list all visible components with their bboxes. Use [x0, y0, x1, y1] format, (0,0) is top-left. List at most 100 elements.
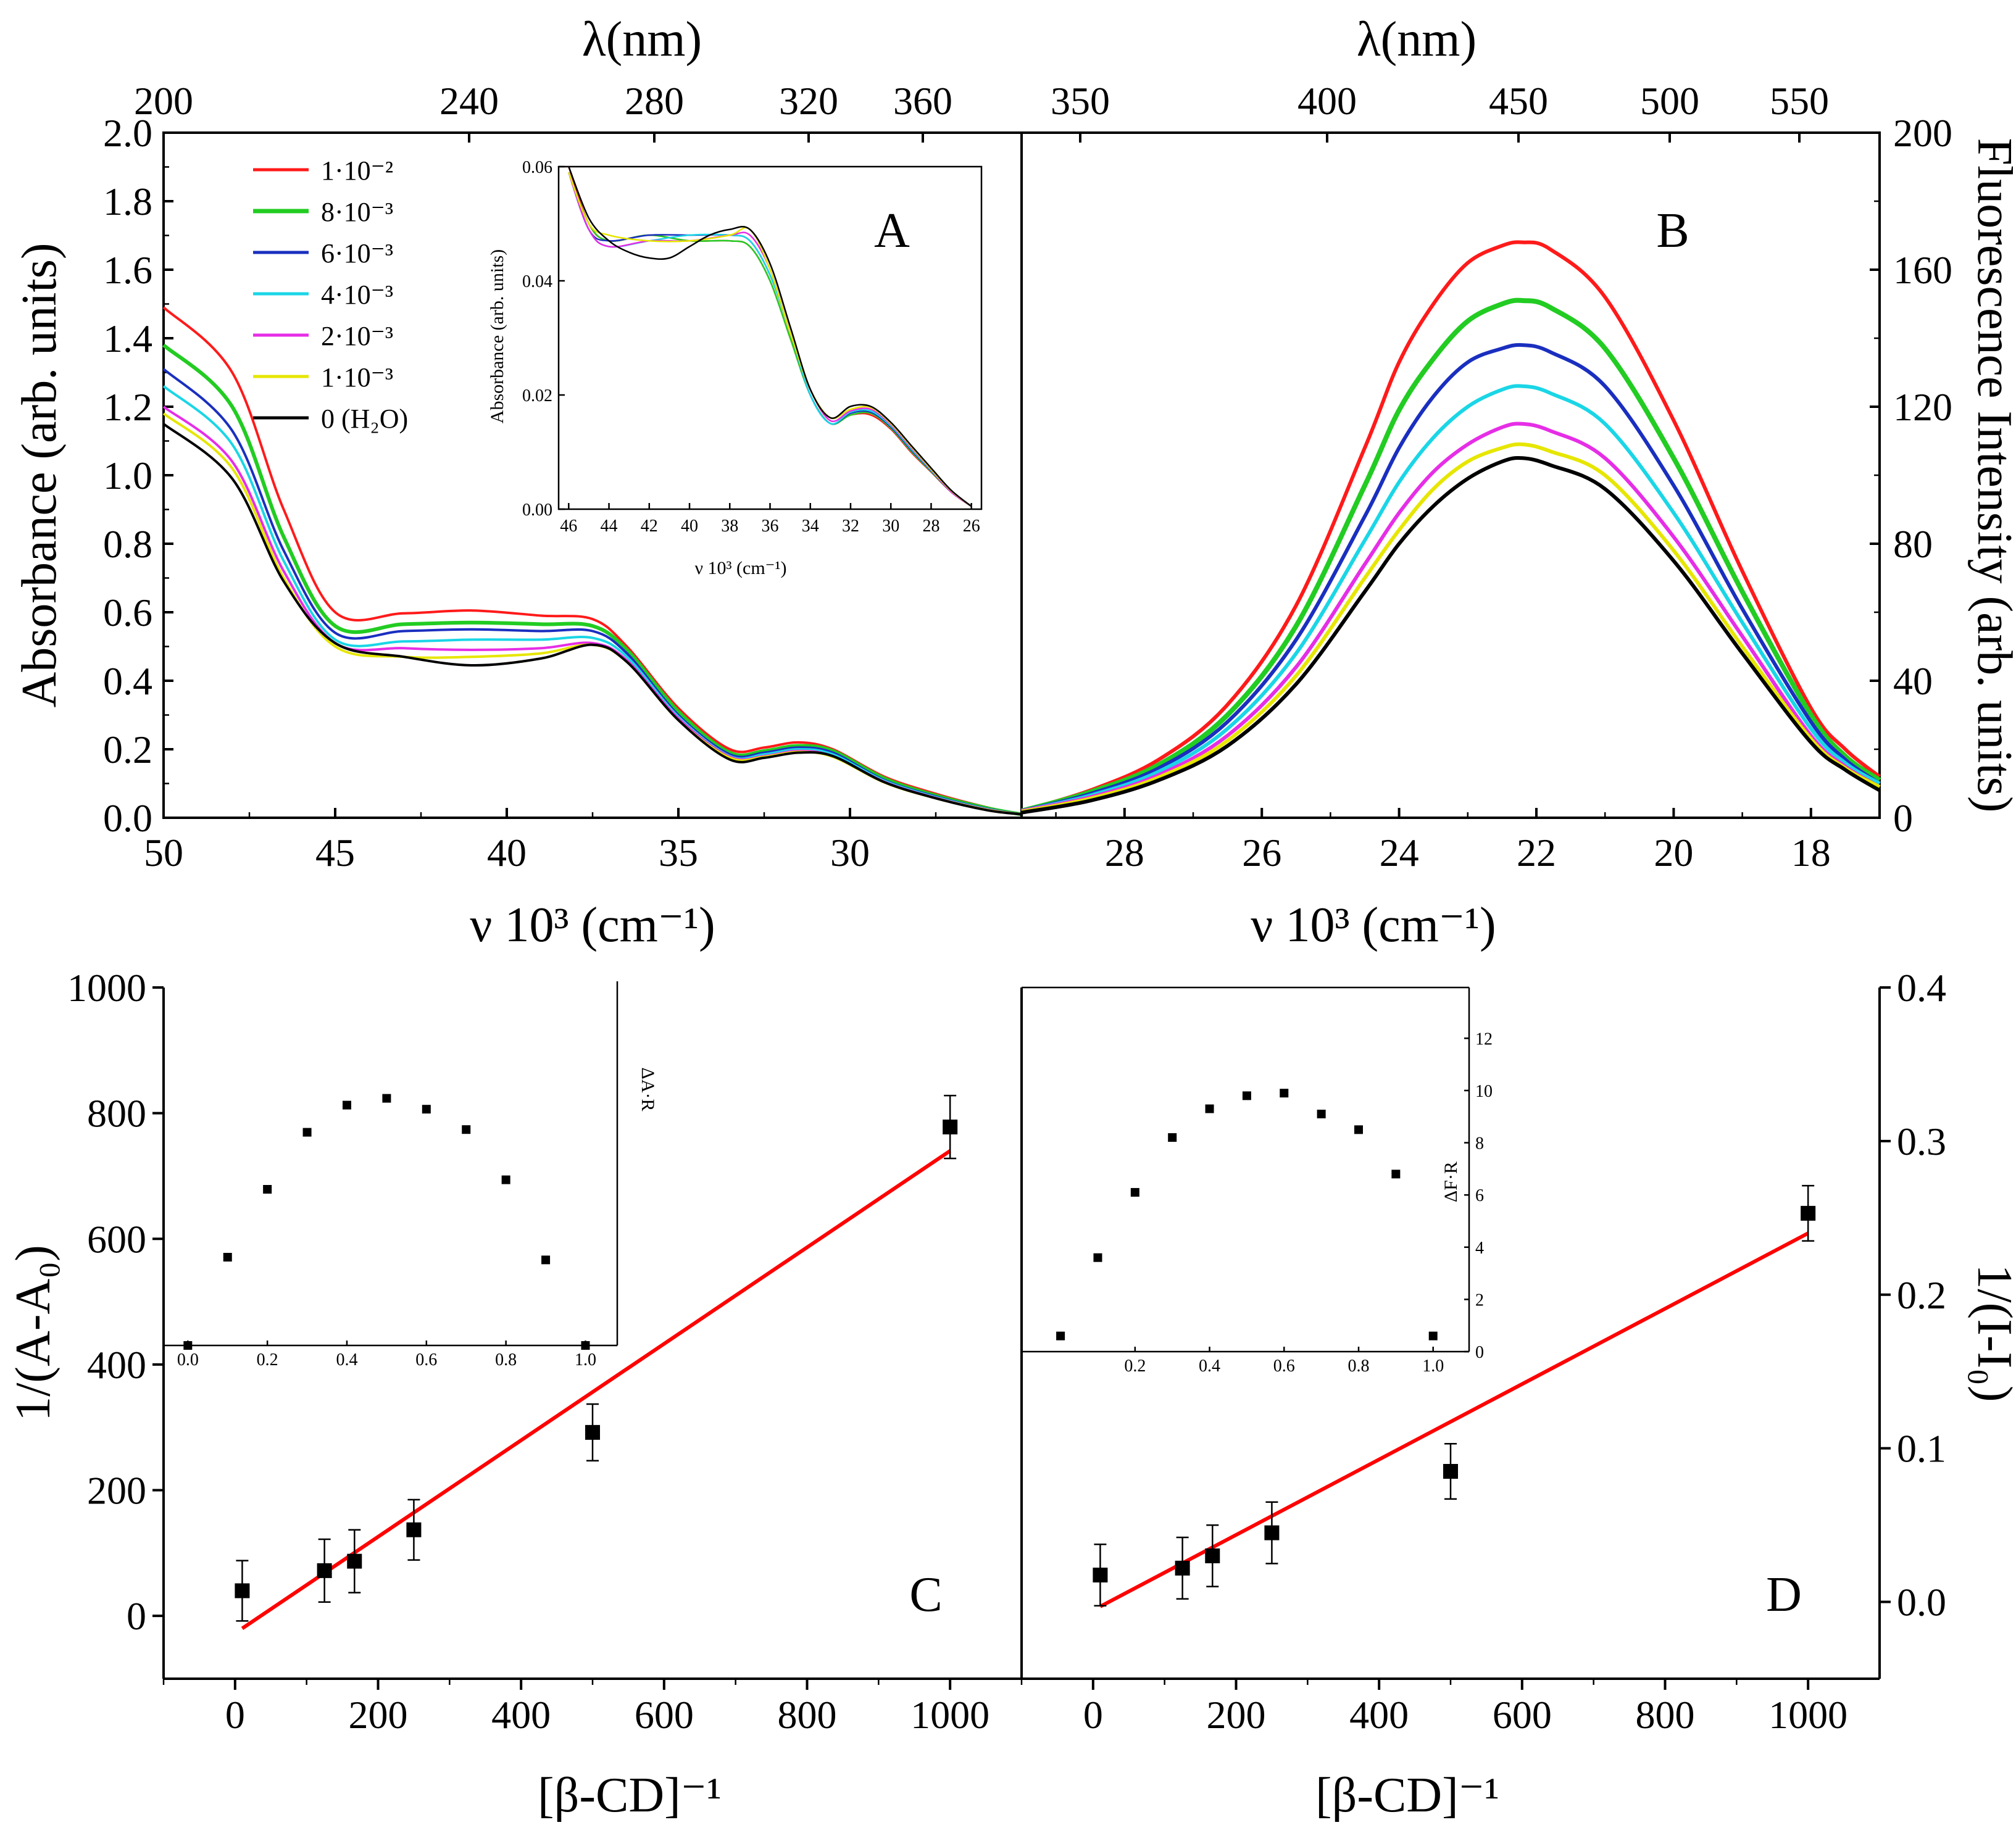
data-point [235, 1583, 250, 1598]
x-tick-label: 200 [1207, 1693, 1266, 1737]
inset-y-tick-label: 0.04 [522, 272, 552, 291]
y-axis-title: 1/(A-A₀) [6, 1245, 60, 1421]
y-tick-label: 0 [1893, 796, 1913, 840]
inset-x-tick-label: 0.4 [336, 1350, 357, 1370]
inset-x-tick-label: 0.6 [415, 1350, 437, 1370]
y-tick-label: 1.0 [103, 454, 152, 497]
inset-point [342, 1100, 351, 1110]
series-line [162, 343, 1022, 817]
top-tick-label: 500 [1640, 79, 1699, 123]
x-axis-title: ν 10³ (cm⁻¹) [1251, 898, 1496, 952]
data-point [1205, 1548, 1220, 1563]
y-tick-label: 0.2 [1897, 1273, 1946, 1317]
series-line [1021, 422, 1881, 813]
inset-point [1280, 1089, 1289, 1098]
inset-point [1056, 1331, 1065, 1341]
x-tick-label: 26 [1242, 831, 1281, 875]
inset-y-tick-label: 4 [1475, 1239, 1484, 1258]
y-tick-label: 0.1 [1897, 1427, 1946, 1471]
data-point [347, 1553, 362, 1569]
inset-x-tick-label: 0.8 [1347, 1357, 1369, 1376]
top-tick-label: 200 [134, 79, 193, 123]
x-tick-label: 200 [349, 1693, 408, 1737]
inset-point [501, 1175, 510, 1184]
x-tick-label: 0 [225, 1693, 245, 1737]
legend-label: 6·10⁻³ [321, 238, 393, 268]
x-axis-title: ν 10³ (cm⁻¹) [470, 898, 715, 952]
top-tick-label: 360 [893, 79, 952, 123]
panel-letter: A [874, 204, 910, 258]
y-tick-label: 200 [1893, 111, 1952, 155]
inset-y-title: Absorbance (arb. units) [487, 249, 507, 423]
y-tick-label: 1.8 [103, 180, 152, 223]
inset-point [1093, 1253, 1102, 1262]
inset-series-line [568, 172, 972, 507]
panel-letter: C [909, 1568, 942, 1622]
x-tick-label: 40 [487, 831, 527, 875]
top-tick-label: 400 [1297, 79, 1357, 123]
x-axis-title: [β-CD]⁻¹ [538, 1768, 722, 1823]
top-tick-label: 450 [1489, 79, 1548, 123]
inset-point [1130, 1187, 1139, 1197]
y-tick-label: 0.6 [103, 591, 152, 634]
series-line [162, 306, 1022, 816]
data-point [1801, 1205, 1816, 1221]
y-tick-label: 0.2 [103, 728, 152, 771]
y-tick-label: 0.4 [103, 659, 152, 703]
inset-x-tick-label: 26 [963, 517, 980, 536]
y-tick-label: 0.4 [1897, 966, 1946, 1010]
x-tick-label: 400 [491, 1693, 551, 1737]
legend-label: 1·10⁻³ [321, 362, 393, 393]
legend-label: 0 (H₂O) [321, 404, 408, 434]
series-line [162, 385, 1022, 816]
y-tick-label: 800 [87, 1092, 146, 1136]
inset-x-tick-label: 0.2 [257, 1350, 278, 1370]
data-point [943, 1120, 958, 1135]
y-axis-title: 1/(I-I₀) [1967, 1264, 2016, 1402]
inset-series-line [568, 172, 972, 507]
top-axis-title: λ(nm) [1357, 12, 1477, 67]
x-tick-label: 1000 [1768, 1693, 1847, 1737]
inset-x-tick-label: 30 [882, 517, 899, 536]
x-tick-label: 30 [830, 831, 870, 875]
series-line [1021, 384, 1881, 813]
inset-x-tick-label: 36 [762, 517, 779, 536]
panel-letter: B [1656, 204, 1689, 258]
data-point [1264, 1525, 1280, 1540]
series-line [1020, 297, 1881, 813]
y-tick-label: 0.8 [103, 522, 152, 566]
panel-a: 0.0 0.2 0.4 0.6 0.8 1.0 1.2 1.4 1.6 1.8 2.0 50 45 40 3… [12, 12, 1023, 952]
inset-y-tick-label: 0.00 [522, 501, 552, 520]
panel-c: 0 200 400 600 800 1000 0 200 400 600 800 1000 [β-CD]… [6, 966, 1022, 1823]
inset-point [541, 1255, 551, 1265]
inset-series-line [568, 172, 972, 507]
inset-point [462, 1125, 471, 1134]
inset-x-tick-label: 0.8 [495, 1350, 517, 1370]
fit-line [241, 1149, 951, 1630]
legend-label: 1·10⁻² [321, 156, 393, 186]
inset-series-line [568, 166, 972, 507]
inset-point [382, 1094, 391, 1103]
series-line [1021, 442, 1881, 813]
x-tick-label: 1000 [910, 1693, 989, 1737]
inset-x-tick-label: 44 [601, 517, 618, 536]
inset-point [302, 1128, 312, 1137]
inset-x-tick-label: 0.4 [1199, 1357, 1220, 1376]
inset-x-tick-label: 32 [842, 517, 859, 536]
x-tick-label: 50 [144, 831, 183, 875]
inset-point [1317, 1110, 1326, 1118]
x-tick-label: 18 [1791, 831, 1831, 875]
inset-series-line [568, 172, 972, 507]
top-tick-label: 550 [1770, 79, 1829, 123]
inset-point [1391, 1170, 1401, 1179]
series-line [162, 412, 1022, 816]
y-tick-label: 0 [127, 1594, 146, 1638]
x-tick-label: 24 [1380, 831, 1419, 875]
inset-point [1428, 1331, 1438, 1341]
inset-point [581, 1341, 590, 1350]
inset-x-tick-label: 0.6 [1273, 1357, 1295, 1376]
data-point [1443, 1464, 1458, 1479]
series-line [1021, 240, 1881, 813]
data-point [1175, 1560, 1190, 1576]
